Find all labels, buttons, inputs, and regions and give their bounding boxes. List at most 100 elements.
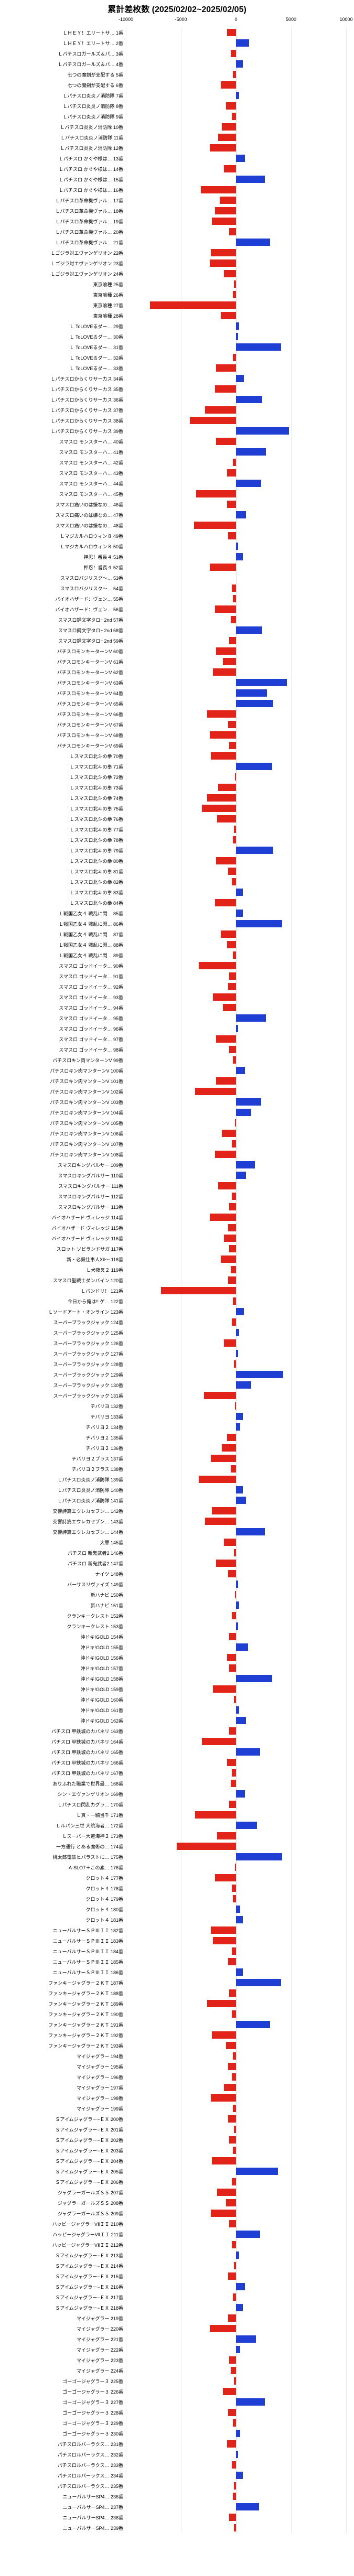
- bar-area: [126, 1769, 346, 1777]
- data-row: マイジャグラー 195番: [0, 2061, 354, 2072]
- bar: [236, 1098, 261, 1106]
- bar: [235, 1864, 236, 1871]
- bar-area: [126, 752, 346, 760]
- bar-area: [126, 2471, 346, 2480]
- row-label: パチスロ 甲鉄城のカバネリ 167番: [0, 1770, 126, 1777]
- axis-tick: 5000: [286, 17, 296, 22]
- bar-area: [126, 1821, 346, 1830]
- bar: [210, 2325, 236, 2332]
- row-label: パチスロモンキーターンV 62番: [0, 669, 126, 676]
- bar: [236, 2168, 278, 2175]
- data-row: Ｌ ToLOVEるダー… 31番: [0, 342, 354, 352]
- row-label: チバリヨ 133番: [0, 1413, 126, 1420]
- row-label: ＬＨＥＹ！エリートサ… 1番: [0, 29, 126, 36]
- data-row: パチスロ 甲鉄城のカバネリ 166番: [0, 1757, 354, 1768]
- bar-area: [126, 1370, 346, 1379]
- bar: [236, 39, 249, 47]
- row-label: 交響詩篇エウレカセブン… 142番: [0, 1508, 126, 1514]
- data-row: チバリヨ２ 134番: [0, 1422, 354, 1432]
- bar-area: [126, 1056, 346, 1064]
- bar: [226, 2199, 236, 2206]
- row-label: A-SLOT＋この素… 176番: [0, 1864, 126, 1871]
- data-row: パチスロ 新鬼武者2 147番: [0, 1558, 354, 1568]
- bar: [236, 239, 270, 246]
- bar-area: [126, 1087, 346, 1096]
- row-label: Ｌ戦国乙女４ 戦乱に閃… 89番: [0, 952, 126, 959]
- bar-area: [126, 794, 346, 802]
- data-row: Ｓアイムジャグラー−ＥＸ 216番: [0, 2281, 354, 2292]
- bar-area: [126, 1674, 346, 1683]
- row-label: Ｌパチスロ炎炎ノ消防隊 139番: [0, 1476, 126, 1483]
- bar: [229, 1664, 236, 1672]
- bar-area: [126, 930, 346, 938]
- data-row: スーパーブラックジャック 131番: [0, 1390, 354, 1401]
- bar: [224, 1339, 236, 1347]
- data-row: パチスロキン肉マンターンV 105番: [0, 1118, 354, 1128]
- data-row: 東京喰種 26番: [0, 289, 354, 300]
- row-label: Ｌゴジラ対エヴァンゲリオン 22番: [0, 250, 126, 256]
- bar: [221, 930, 236, 938]
- bar-area: [126, 1863, 346, 1871]
- data-row: Ｌパチスロ かぐや様は… 14番: [0, 164, 354, 174]
- row-label: パチスロルパーラクス… 232番: [0, 2451, 126, 2458]
- data-row: Ｌパチスロ革命機ヴァル… 17番: [0, 195, 354, 205]
- bar: [222, 1130, 236, 1137]
- data-row: ナイツ 148番: [0, 1568, 354, 1579]
- bar-area: [126, 1936, 346, 1945]
- row-label: Ｓアイムジャグラー−ＥＸ 217番: [0, 2294, 126, 2301]
- data-row: Ｌソードアート・オンライン 123番: [0, 1306, 354, 1317]
- bar-area: [126, 899, 346, 907]
- data-row: Ｌスマスロ北斗の拳 78番: [0, 835, 354, 845]
- data-row: スマスロ痛いのは嫌なの… 47番: [0, 510, 354, 520]
- bar-area: [126, 2220, 346, 2228]
- bar: [233, 2147, 236, 2154]
- data-row: スロット ソビランドサガ 117番: [0, 1243, 354, 1254]
- row-label: Ｌ戦国乙女４ 戦乱に閃… 87番: [0, 931, 126, 938]
- bar-area: [126, 2345, 346, 2354]
- bar-area: [126, 2524, 346, 2532]
- bar: [234, 2524, 236, 2531]
- data-row: Ｓアイムジャグラー−ＥＸ 213番: [0, 2250, 354, 2260]
- data-row: Ｌ戦国乙女４ 戦乱に閃… 87番: [0, 929, 354, 939]
- bar-area: [126, 846, 346, 854]
- row-label: Ｌパチスロ炎炎ノ消防隊 8番: [0, 103, 126, 110]
- bar-area: [126, 175, 346, 183]
- bar-area: [126, 1108, 346, 1117]
- bar-area: [126, 1999, 346, 2008]
- data-row: Ｌゴジラ対エヴァンゲリオン 24番: [0, 268, 354, 279]
- data-row: Ｌスマスロ北斗の拳 73番: [0, 782, 354, 793]
- bar-area: [126, 878, 346, 886]
- data-row: ファンキージャグラー２ＫＴ 192番: [0, 2030, 354, 2040]
- bar: [236, 1748, 260, 1756]
- row-label: Ｓアイムジャグラー−ＥＸ 202番: [0, 2137, 126, 2144]
- bar: [229, 972, 236, 980]
- data-row: ハッピージャグラーVⅡＩＩ 211番: [0, 2229, 354, 2239]
- data-row: スマスロ ゴッドイータ… 90番: [0, 960, 354, 971]
- bar: [228, 1224, 236, 1231]
- bar: [235, 1119, 236, 1127]
- row-label: シン・エヴァンゲリオン 169番: [0, 1791, 126, 1798]
- data-row: Ｌパチスロ炎炎ノ消防隊 9番: [0, 111, 354, 122]
- row-label: ニューパルサーＳＰⅢＩＩ 183番: [0, 1938, 126, 1944]
- bar: [233, 2293, 236, 2301]
- row-label: バーサスリヴァイズ 149番: [0, 1581, 126, 1588]
- row-label: Ｌ戦国乙女４ 戦乱に閃… 88番: [0, 941, 126, 948]
- bar: [236, 2021, 270, 2028]
- bar-area: [126, 1706, 346, 1714]
- row-label: Ｓアイムジャグラー−ＥＸ 203番: [0, 2147, 126, 2154]
- bar: [161, 1287, 236, 1294]
- data-row: パチスロキン肉マンターンV 102番: [0, 1086, 354, 1097]
- data-row: Ｌ戦国乙女４ 戦乱に閃… 85番: [0, 908, 354, 918]
- data-row: バイオハザード：ヴェン… 55番: [0, 593, 354, 604]
- data-row: チバリヨ 133番: [0, 1411, 354, 1422]
- row-label: Ｓアイムジャグラー−ＥＸ 201番: [0, 2126, 126, 2133]
- data-row: Ｌパチスロ炎炎ノ消防隊 11番: [0, 132, 354, 143]
- bar-area: [126, 2461, 346, 2469]
- row-label: Ｌルパン三世 大航海者… 172番: [0, 1822, 126, 1829]
- bar: [236, 1329, 239, 1336]
- bar-area: [126, 1643, 346, 1651]
- data-row: マイジャグラー 224番: [0, 2365, 354, 2376]
- data-row: パチスロモンキーターンV 66番: [0, 709, 354, 719]
- bar: [232, 113, 236, 120]
- row-label: スマスロ ゴッドイータ… 95番: [0, 1015, 126, 1022]
